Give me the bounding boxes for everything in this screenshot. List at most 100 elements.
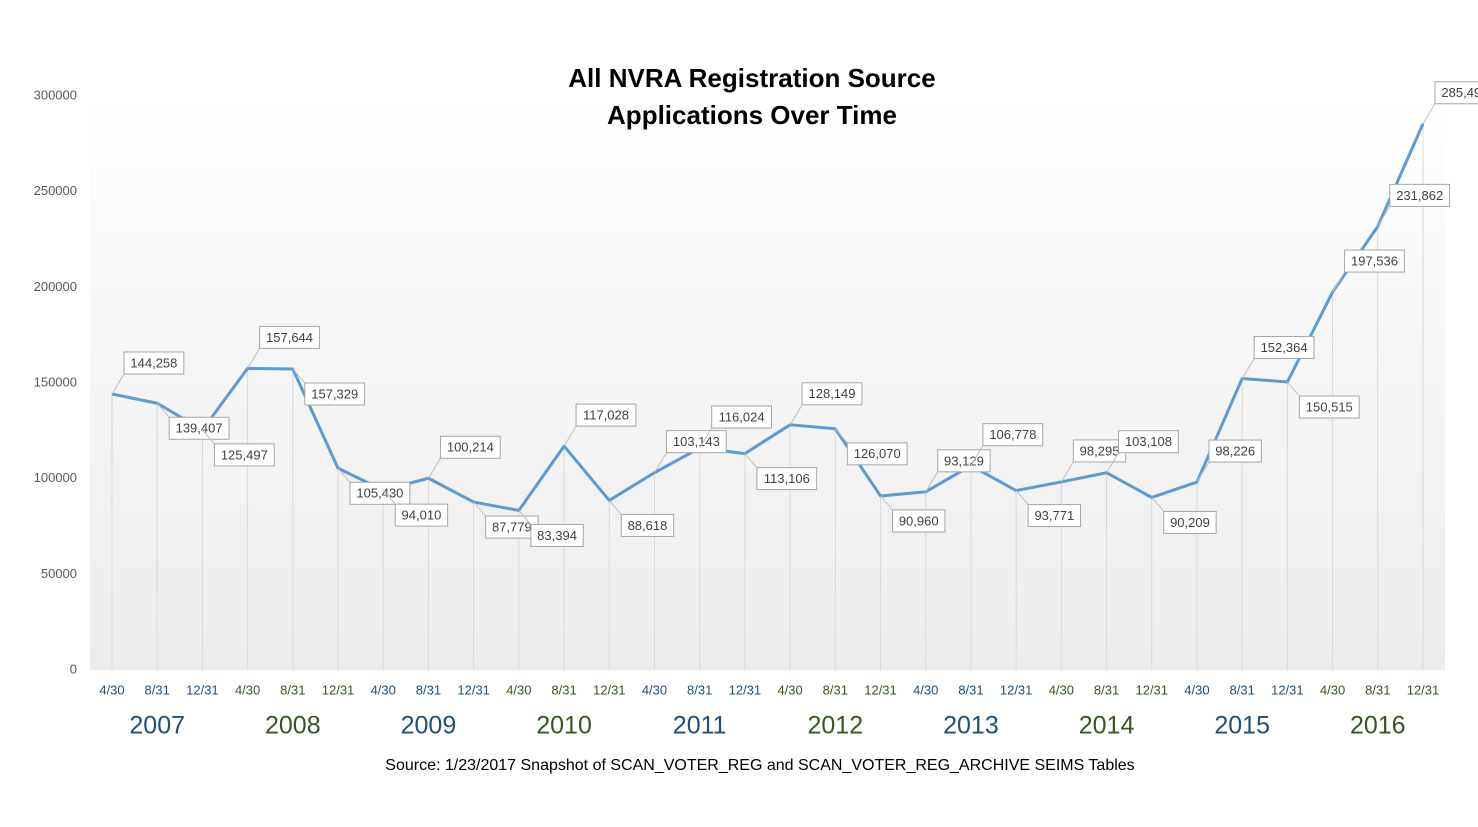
- value-label: 125,497: [221, 447, 268, 462]
- label-box: [1253, 335, 1315, 359]
- value-label: 103,108: [1125, 434, 1172, 449]
- label-leader: [1377, 206, 1391, 227]
- label-leader: [247, 348, 261, 369]
- x-tick-label: 12/31: [593, 682, 626, 697]
- value-label: 83,394: [537, 528, 577, 543]
- label-box: [349, 481, 411, 505]
- value-label: 106,778: [989, 427, 1036, 442]
- value-label: 98,295: [1080, 443, 1120, 458]
- value-label: 197,536: [1351, 253, 1398, 268]
- value-label: 157,644: [266, 330, 313, 345]
- label-box: [213, 443, 275, 467]
- x-tick-label: 4/30: [371, 682, 396, 697]
- label-leader: [563, 425, 577, 447]
- label-leader: [970, 445, 984, 466]
- label-leader: [880, 495, 893, 511]
- x-tick-label: 8/31: [1094, 682, 1119, 697]
- y-tick-label: 0: [70, 661, 77, 676]
- x-tick-label: 4/30: [1049, 682, 1074, 697]
- x-tick-label: 8/31: [280, 682, 305, 697]
- label-box: [756, 467, 818, 491]
- x-tick-label: 12/31: [729, 682, 762, 697]
- value-label: 93,771: [1034, 508, 1074, 523]
- y-tick-label: 300000: [34, 87, 77, 102]
- x-tick-label: 4/30: [99, 682, 124, 697]
- value-label: 116,024: [719, 409, 765, 424]
- label-leader: [1151, 497, 1165, 512]
- value-label: 144,258: [130, 355, 177, 370]
- year-label: 2013: [943, 712, 999, 740]
- label-box: [982, 423, 1044, 447]
- x-tick-label: 12/31: [864, 682, 897, 697]
- year-label: 2011: [673, 712, 727, 740]
- label-leader: [1286, 381, 1300, 397]
- chart-title: All NVRA Registration Source: [568, 63, 935, 93]
- year-label: 2015: [1214, 712, 1270, 740]
- label-leader: [925, 471, 939, 493]
- label-box: [530, 523, 584, 547]
- label-leader: [834, 428, 848, 444]
- x-tick-label: 4/30: [1184, 682, 1209, 697]
- label-leader: [1060, 461, 1074, 483]
- value-label: 87,779: [492, 519, 532, 534]
- x-tick-label: 12/31: [1135, 682, 1168, 697]
- label-leader: [608, 500, 622, 515]
- year-label: 2012: [807, 712, 863, 740]
- label-box: [1163, 510, 1217, 534]
- value-label: 103,143: [673, 434, 720, 449]
- label-leader: [654, 452, 667, 473]
- x-tick-label: 8/31: [145, 682, 170, 697]
- label-leader: [518, 510, 532, 525]
- label-box: [1027, 504, 1082, 528]
- label-box: [123, 351, 185, 375]
- label-box: [1208, 439, 1262, 463]
- x-tick-label: 4/30: [777, 682, 802, 697]
- label-box: [394, 503, 449, 527]
- x-tick-label: 4/30: [506, 682, 531, 697]
- label-leader: [699, 427, 713, 449]
- x-tick-label: 8/31: [823, 682, 848, 697]
- x-tick-label: 12/31: [1407, 682, 1440, 697]
- label-box: [620, 513, 675, 537]
- label-leader: [1332, 271, 1346, 293]
- x-tick-label: 8/31: [1365, 682, 1390, 697]
- x-tick-label: 8/31: [416, 682, 441, 697]
- chart-title: Applications Over Time: [607, 100, 897, 130]
- label-box: [1344, 249, 1405, 273]
- value-label: 93,129: [944, 453, 984, 468]
- label-leader: [1106, 452, 1119, 473]
- label-box: [439, 435, 501, 459]
- label-leader: [428, 457, 441, 479]
- year-label: 2016: [1350, 712, 1406, 740]
- label-box: [846, 442, 908, 466]
- x-tick-label: 8/31: [958, 682, 983, 697]
- label-leader: [202, 429, 215, 445]
- value-label: 285,495: [1441, 85, 1478, 100]
- x-tick-label: 4/30: [1320, 682, 1345, 697]
- label-box: [665, 430, 727, 454]
- label-box: [1118, 430, 1179, 454]
- x-tick-label: 8/31: [687, 682, 712, 697]
- label-leader: [1241, 358, 1255, 379]
- label-box: [711, 405, 772, 429]
- value-label: 128,149: [809, 386, 856, 401]
- x-tick-label: 12/31: [186, 682, 219, 697]
- x-tick-label: 12/31: [457, 682, 490, 697]
- y-tick-label: 150000: [34, 374, 77, 389]
- x-tick-label: 12/31: [322, 682, 355, 697]
- value-label: 231,862: [1396, 188, 1443, 203]
- x-tick-label: 4/30: [642, 682, 667, 697]
- x-tick-label: 12/31: [1000, 682, 1033, 697]
- label-leader: [382, 489, 396, 505]
- label-leader: [111, 373, 125, 395]
- label-leader: [789, 404, 803, 426]
- label-box: [892, 509, 946, 533]
- y-tick-label: 100000: [34, 470, 77, 485]
- value-label: 98,226: [1215, 443, 1255, 458]
- value-label: 113,106: [764, 471, 810, 486]
- year-label: 2008: [265, 712, 321, 740]
- value-label: 90,209: [1170, 515, 1210, 530]
- label-leader: [156, 402, 170, 418]
- value-label: 150,515: [1306, 399, 1353, 414]
